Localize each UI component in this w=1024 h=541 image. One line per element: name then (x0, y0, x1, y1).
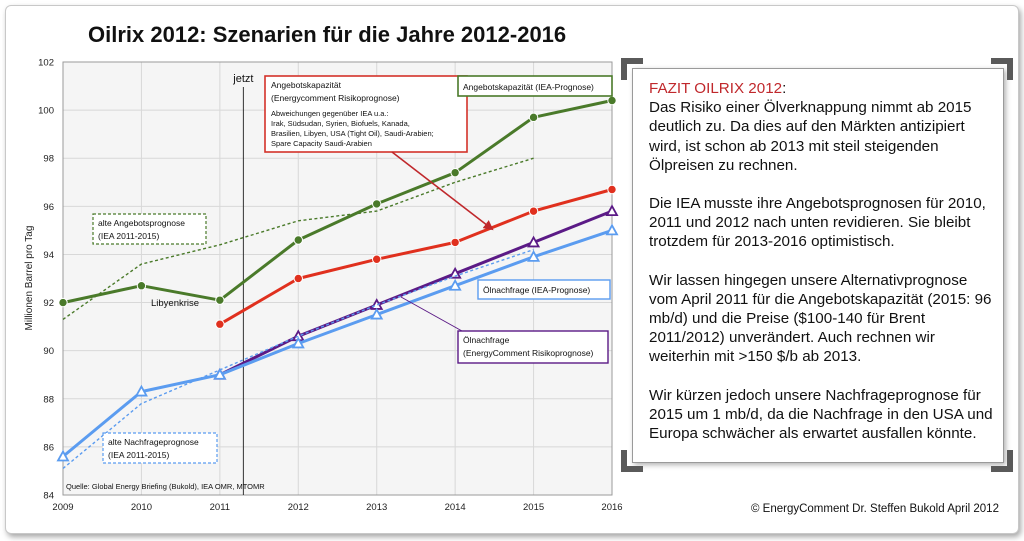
data-point (136, 281, 147, 291)
x-tick-label: 2011 (210, 502, 230, 513)
series-line (62, 248, 534, 470)
data-point (134, 384, 148, 397)
data-point (58, 297, 68, 308)
callout-risk-demand-box (457, 330, 609, 364)
fazit-heading-colon: : (782, 80, 787, 97)
y-axis-label: Millionen Barrel pro Tag (24, 226, 35, 331)
corner-bracket-bottom-left (621, 450, 643, 472)
callout-old-demand-label: (IEA 2011-2015) (108, 450, 169, 460)
data-point (527, 249, 541, 262)
callout-iea-demand-box (477, 279, 611, 300)
source-note: Quelle: Global Energy Briefing (Bukold),… (66, 482, 265, 491)
chart-title: Oilrix 2012: Szenarien für die Jahre 201… (88, 22, 567, 47)
data-point (450, 237, 460, 248)
callout-risk-supply-note: Brasilien, Libyen, USA (Tight Oil), Saud… (271, 129, 434, 138)
callout-iea-demand-label: Ölnachfrage (IEA-Prognose) (483, 285, 590, 295)
data-point (291, 336, 305, 349)
data-point (448, 278, 462, 291)
chart-series (56, 95, 619, 470)
chart-axes: 84 86 88 90 92 94 96 98 100 102 2009 2010 2011 2012 20… (24, 58, 623, 514)
callout-old-supply-label: (IEA 2011-2015) (98, 231, 159, 241)
callout-old-demand-label: alte Nachfrageprognose (108, 437, 199, 447)
copyright-note: © EnergyComment Dr. Steffen Bukold April… (751, 503, 999, 515)
y-tick-label: 98 (43, 154, 54, 165)
callout-risk-demand-leader (400, 296, 463, 332)
fazit-paragraph-4: Wir kürzen jedoch unsere Nachfrageprogno… (649, 386, 993, 443)
series-line (62, 157, 534, 320)
x-tick-label: 2010 (131, 502, 152, 513)
fazit-heading: FAZIT OILRIX 2012 (649, 80, 783, 97)
y-tick-label: 88 (43, 394, 54, 405)
x-tick-label: 2012 (288, 502, 309, 513)
x-tick-label: 2013 (366, 502, 387, 513)
y-tick-label: 84 (43, 491, 54, 502)
data-point (528, 206, 539, 216)
y-tick-label: 92 (43, 298, 54, 309)
callout-risk-supply-note: Abweichungen gegenüber IEA u.a.: (271, 109, 389, 118)
x-tick-label: 2016 (601, 502, 622, 513)
data-point (528, 112, 539, 123)
callout-risk-supply-note: Spare Capacity Saudi-Arabien (271, 139, 372, 148)
x-tick-label: 2009 (52, 502, 73, 513)
libyenkrise-label: Libyenkrise (151, 298, 199, 309)
data-point (607, 95, 617, 106)
fazit-intro: Das Risiko einer Ölverknappung nimmt ab … (649, 99, 972, 174)
y-tick-label: 94 (43, 250, 54, 261)
data-point (607, 184, 617, 195)
plot-frame (62, 61, 613, 496)
y-tick-label: 90 (43, 346, 54, 357)
data-point (448, 266, 462, 279)
jetzt-label: jetzt (232, 73, 253, 85)
callout-risk-supply-box (264, 75, 468, 153)
callout-risk-demand-label: (EnergyComment Risikoprognose) (463, 348, 594, 358)
fazit-paragraph-2: Die IEA musste ihre Angebotsprognosen fü… (649, 195, 986, 251)
data-point (605, 223, 619, 236)
data-point (215, 295, 225, 305)
callout-risk-supply-title: Angebotskapazität (271, 80, 342, 90)
series-line (62, 228, 613, 458)
callout-risk-demand-label: Ölnachfrage (463, 335, 510, 345)
fazit-paragraph-3: Wir lassen hingegen unsere Alternativpro… (649, 271, 992, 366)
data-point (370, 307, 384, 320)
series-line (62, 99, 613, 305)
y-tick-label: 100 (38, 106, 54, 117)
series-line (219, 188, 613, 326)
callout-old-demand-box (102, 432, 218, 464)
chart-annotations: Angebotskapazität (Energycomment Risikopr… (66, 75, 613, 491)
data-point (56, 449, 70, 462)
callout-iea-supply-label: Angebotskapazität (IEA-Prognose) (463, 82, 594, 92)
data-point (215, 319, 225, 329)
callout-risk-supply-note: Irak, Südsudan, Syrien, Biofuels, Kanada… (271, 119, 410, 128)
corner-bracket-top-right (991, 58, 1013, 80)
y-tick-label: 86 (43, 442, 54, 453)
corner-bracket-top-left (621, 58, 643, 80)
data-point (450, 167, 460, 178)
data-point (527, 235, 541, 248)
data-point (372, 254, 382, 264)
data-point (293, 235, 303, 245)
data-point (372, 199, 382, 209)
callout-old-supply-box (92, 213, 207, 245)
data-point (293, 273, 303, 284)
callout-iea-supply-box (457, 75, 613, 97)
callout-old-supply-label: alte Angebotsprognose (98, 218, 185, 228)
series-line (219, 209, 613, 377)
y-tick-label: 102 (38, 58, 54, 69)
callout-risk-supply-subtitle: (Energycomment Risikoprognose) (271, 93, 400, 103)
y-tick-label: 96 (43, 202, 54, 213)
callout-risk-supply-arrow (391, 151, 494, 231)
fazit-panel: FAZIT OILRIX 2012: Das Risiko einer Ölver… (632, 68, 1004, 463)
x-tick-label: 2015 (523, 502, 544, 513)
corner-bracket-bottom-right (991, 450, 1013, 472)
data-point (605, 204, 619, 217)
data-point (213, 367, 227, 380)
x-tick-label: 2014 (445, 502, 466, 513)
